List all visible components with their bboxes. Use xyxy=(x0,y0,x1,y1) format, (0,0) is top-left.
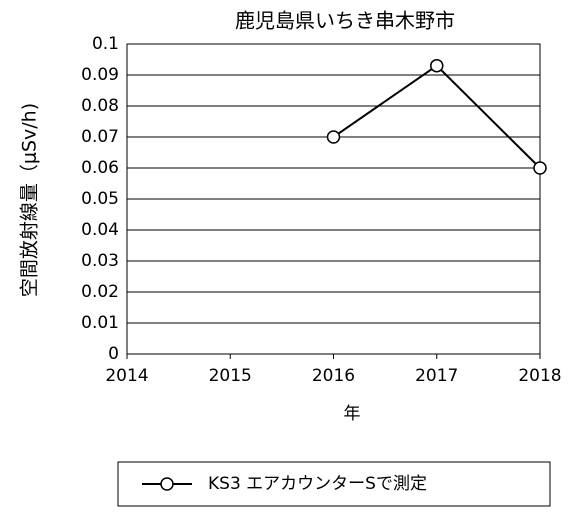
series-line xyxy=(332,64,541,169)
x-tick-label: 2016 xyxy=(312,366,355,386)
y-tick-label: 0.01 xyxy=(81,313,119,333)
y-tick-label: 0.05 xyxy=(81,189,119,209)
legend-label: KS3 エアカウンターSで測定 xyxy=(208,474,427,494)
legend-box xyxy=(117,461,551,507)
y-tick-label: 0.02 xyxy=(81,282,119,302)
y-tick-label: 0.08 xyxy=(81,96,119,116)
y-tick-label: 0.06 xyxy=(81,158,119,178)
x-tick-label: 2018 xyxy=(518,366,561,386)
y-axis-label: 空間放射線量（μSv/h) xyxy=(19,103,41,297)
point-marker xyxy=(430,58,444,73)
y-tick-label: 0.07 xyxy=(81,127,119,147)
point-marker xyxy=(533,161,547,175)
y-tick-label: 0.1 xyxy=(92,34,119,54)
y-tick-label: 0.03 xyxy=(81,251,119,271)
x-tick-label: 2017 xyxy=(415,366,458,386)
chart-title: 鹿児島県いちき串木野市 xyxy=(235,9,455,33)
y-tick-label: 0.09 xyxy=(81,65,119,85)
x-axis-label: 年 xyxy=(344,404,361,424)
x-tick-label: 2014 xyxy=(105,366,148,386)
y-tick-label: 0 xyxy=(108,344,119,364)
legend-marker xyxy=(160,477,174,491)
plot-frame xyxy=(126,43,541,355)
point-marker xyxy=(326,130,341,144)
y-tick-label: 0.04 xyxy=(81,220,119,240)
x-tick-label: 2015 xyxy=(209,366,252,386)
